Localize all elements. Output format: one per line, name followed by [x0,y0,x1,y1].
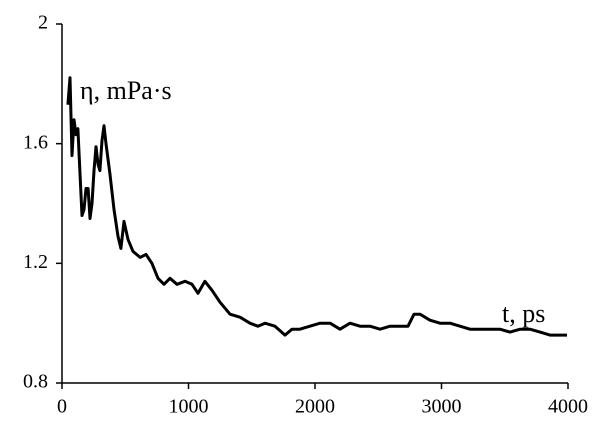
y-tick-label: 1.2 [23,251,48,273]
x-tick-label: 3000 [422,396,462,418]
x-tick-label: 2000 [295,396,335,418]
x-tick-label: 0 [57,396,67,418]
y-tick-label: 2 [38,12,48,34]
data-line [66,76,567,337]
x-axis-label: t, ps [502,299,545,328]
x-tick-label: 1000 [169,396,209,418]
x-tick-label: 4000 [548,396,588,418]
y-axis-label: η, mPa·s [80,76,172,105]
y-tick-label: 1.6 [23,131,48,153]
y-tick-label: 0.8 [23,371,48,393]
